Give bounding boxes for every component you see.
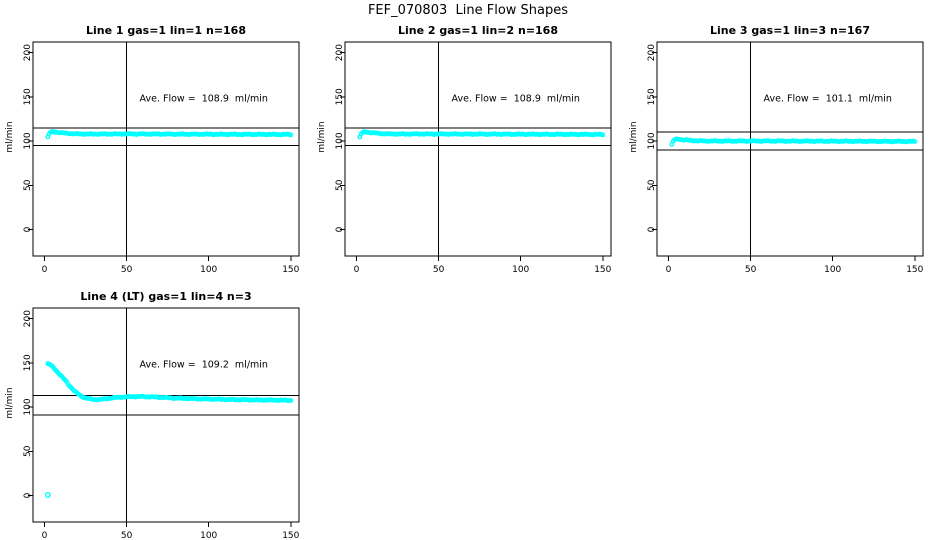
subplot-line-3: Line 3 gas=1 lin=3 n=167 0 50 100 150 0 50 100 1… <box>624 0 936 274</box>
y-axis-label: ml/min <box>5 387 15 418</box>
y-axis: 0 50 100 150 200 ml/min <box>5 310 33 498</box>
subplot-title: Line 3 gas=1 lin=3 n=167 <box>710 24 870 37</box>
subplot-line-4: Line 4 (LT) gas=1 lin=4 n=3 0 50 100 150 0 50 1… <box>0 266 312 540</box>
y-tick-label: 0 <box>335 226 345 232</box>
y-tick-label: 100 <box>647 132 657 149</box>
y-tick-label: 50 <box>647 179 657 191</box>
plot-box <box>32 307 300 523</box>
x-tick-label: 150 <box>594 265 611 274</box>
y-tick-label: 0 <box>647 226 657 232</box>
ave-flow-annotation: Ave. Flow = 108.9 ml/min <box>452 94 580 105</box>
y-tick-label: 100 <box>23 398 33 415</box>
x-tick-label: 100 <box>200 265 217 274</box>
x-tick-label: 100 <box>200 531 217 540</box>
y-axis: 0 50 100 150 200 ml/min <box>629 44 657 232</box>
subplot-title: Line 1 gas=1 lin=1 n=168 <box>86 24 246 37</box>
data-points <box>44 361 294 498</box>
y-tick-label: 200 <box>335 44 345 61</box>
y-tick-label: 150 <box>335 88 345 105</box>
x-tick-label: 0 <box>42 265 48 274</box>
y-tick-label: 150 <box>23 88 33 105</box>
y-tick-label: 50 <box>335 179 345 191</box>
x-tick-label: 0 <box>354 265 360 274</box>
plot-canvas-line-2: Line 2 gas=1 lin=2 n=168 0 50 100 150 0 50 100 1… <box>317 24 612 274</box>
x-tick-label: 150 <box>282 531 299 540</box>
x-tick-label: 50 <box>121 265 133 274</box>
subplot-line-2: Line 2 gas=1 lin=2 n=168 0 50 100 150 0 50 100 1… <box>312 0 624 274</box>
x-tick-label: 0 <box>666 265 672 274</box>
y-tick-label: 150 <box>647 88 657 105</box>
y-tick-label: 50 <box>23 179 33 191</box>
plot-canvas-line-1: Line 1 gas=1 lin=1 n=168 0 50 100 150 0 50 100 1… <box>5 24 300 274</box>
y-tick-label: 200 <box>647 44 657 61</box>
y-axis-label: ml/min <box>5 121 15 152</box>
y-axis-label: ml/min <box>317 121 327 152</box>
y-axis-label: ml/min <box>629 121 639 152</box>
subplot-title: Line 2 gas=1 lin=2 n=168 <box>398 24 558 37</box>
ave-flow-annotation: Ave. Flow = 109.2 ml/min <box>140 360 268 371</box>
y-axis: 0 50 100 150 200 ml/min <box>317 44 345 232</box>
subplot-title: Line 4 (LT) gas=1 lin=4 n=3 <box>80 290 251 303</box>
y-tick-label: 200 <box>23 310 33 327</box>
x-tick-label: 100 <box>512 265 529 274</box>
x-tick-label: 100 <box>824 265 841 274</box>
y-tick-label: 0 <box>23 226 33 232</box>
x-tick-label: 150 <box>282 265 299 274</box>
x-axis: 0 50 100 150 <box>666 256 924 274</box>
y-tick-label: 0 <box>23 492 33 498</box>
y-tick-label: 100 <box>335 132 345 149</box>
x-tick-label: 50 <box>433 265 445 274</box>
plot-box <box>344 41 612 257</box>
x-tick-label: 0 <box>42 531 48 540</box>
x-tick-label: 50 <box>121 531 133 540</box>
plot-box <box>656 41 924 257</box>
y-tick-label: 50 <box>23 445 33 457</box>
ave-flow-annotation: Ave. Flow = 101.1 ml/min <box>764 94 892 105</box>
outlier-point <box>44 491 51 498</box>
data-points <box>45 129 294 140</box>
plot-canvas-line-3: Line 3 gas=1 lin=3 n=167 0 50 100 150 0 50 100 1… <box>629 24 924 274</box>
subplot-line-1: Line 1 gas=1 lin=1 n=168 0 50 100 150 0 50 100 1… <box>0 0 312 274</box>
ave-flow-annotation: Ave. Flow = 108.9 ml/min <box>140 94 268 105</box>
plot-canvas-line-4-lt: Line 4 (LT) gas=1 lin=4 n=3 0 50 100 150 0 50 1… <box>5 290 300 540</box>
y-tick-label: 200 <box>23 44 33 61</box>
plot-box <box>32 41 300 257</box>
figure-title: FEF_070803 Line Flow Shapes <box>367 3 569 18</box>
x-tick-label: 150 <box>906 265 923 274</box>
x-axis: 0 50 100 150 <box>42 256 300 274</box>
y-axis: 0 50 100 150 200 ml/min <box>5 44 33 232</box>
y-tick-label: 150 <box>23 354 33 371</box>
x-axis: 0 50 100 150 <box>354 256 612 274</box>
data-points <box>669 136 918 147</box>
x-axis: 0 50 100 150 <box>42 522 300 540</box>
y-tick-label: 100 <box>23 132 33 149</box>
x-tick-label: 50 <box>745 265 757 274</box>
data-points <box>357 129 606 140</box>
